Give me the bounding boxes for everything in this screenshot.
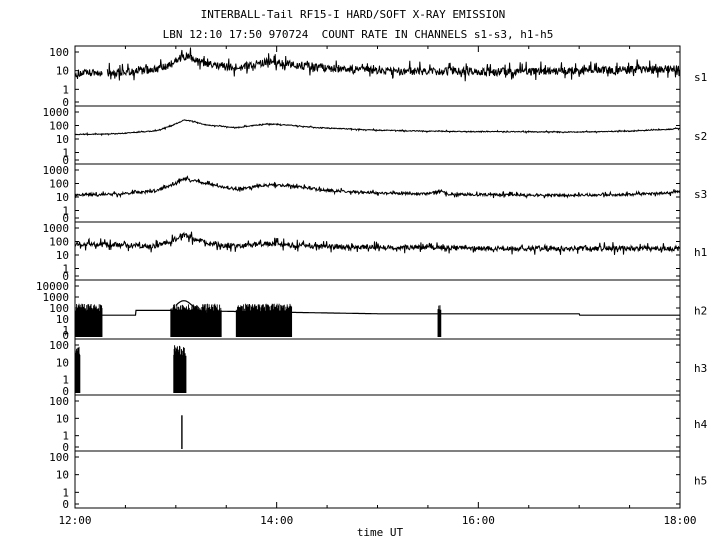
- panel-label-h3: h3: [694, 362, 707, 375]
- y-tick-label: 1: [62, 263, 69, 276]
- y-tick-label: 100: [49, 120, 69, 133]
- series-line-h2: [75, 309, 680, 316]
- y-tick-label: 10: [56, 65, 69, 78]
- panel-label-h5: h5: [694, 475, 707, 488]
- series-line-s3: [74, 175, 680, 200]
- y-tick-label: 10: [56, 133, 69, 146]
- y-tick-label: 0: [62, 96, 69, 109]
- y-tick-label: 10: [56, 191, 69, 204]
- panel-h3: 100 10 10 h3: [49, 338, 707, 398]
- y-tick-label: 1: [62, 486, 69, 499]
- y-tick-label: 10000: [36, 280, 69, 293]
- y-tick-label: 100: [49, 302, 69, 315]
- y-tick-label: 100: [49, 339, 69, 352]
- y-tick-label: 0: [62, 441, 69, 454]
- y-tick-label: 0: [62, 498, 69, 511]
- x-tick-label: 14:00: [260, 514, 293, 527]
- y-tick-label: 1: [62, 83, 69, 96]
- y-tick-label: 1000: [43, 291, 70, 304]
- y-tick-label: 0: [62, 385, 69, 398]
- y-tick-label: 1000: [43, 164, 70, 177]
- panel-label-s1: s1: [694, 71, 707, 84]
- series-line-h1: [74, 231, 681, 255]
- burst-marks: [437, 305, 442, 337]
- panel-s1: 100 10 10 s1: [49, 46, 707, 109]
- series-line-s1: [74, 47, 681, 82]
- y-tick-label: 10: [56, 313, 69, 326]
- x-tick-label: 16:00: [462, 514, 495, 527]
- y-tick-label: 100: [49, 451, 69, 464]
- y-tick-label: 1: [62, 205, 69, 218]
- burst-marks: [235, 303, 293, 337]
- y-tick-label: 100: [49, 46, 69, 59]
- panel-label-s2: s2: [694, 130, 707, 143]
- y-tick-label: 10: [56, 469, 69, 482]
- y-tick-label: 0: [62, 212, 69, 225]
- y-tick-label: 100: [49, 236, 69, 249]
- burst-marks: [74, 303, 103, 337]
- burst-marks: [74, 345, 187, 393]
- y-tick-label: 1: [62, 430, 69, 443]
- x-tick-label: 18:00: [663, 514, 696, 527]
- panel-label-h2: h2: [694, 305, 707, 318]
- plot-frame: [74, 45, 681, 509]
- y-tick-label: 10: [56, 356, 69, 369]
- peak-line: [175, 300, 202, 311]
- x-axis-label: time UT: [356, 526, 404, 539]
- burst-marks: [170, 303, 222, 337]
- panel-label-h4: h4: [694, 418, 708, 431]
- y-tick-label: 10: [56, 249, 69, 262]
- y-tick-label: 1: [62, 147, 69, 160]
- series-line-s2: [74, 119, 681, 137]
- y-tick-label: 1000: [43, 222, 70, 235]
- y-tick-label: 1: [62, 324, 69, 337]
- panel-label-s3: s3: [694, 188, 707, 201]
- x-tick-label: 12:00: [58, 514, 91, 527]
- chart-subtitle: LBN 12:10 17:50 970724 COUNT RATE IN CHA…: [162, 28, 554, 41]
- y-tick-label: 0: [62, 329, 69, 342]
- panel-h5: 100 10 10 h5: [49, 450, 707, 511]
- y-tick-label: 10: [56, 412, 69, 425]
- y-tick-label: 100: [49, 178, 69, 191]
- y-tick-label: 1000: [43, 106, 70, 119]
- y-tick-label: 100: [49, 395, 69, 408]
- y-tick-label: 0: [62, 154, 69, 167]
- panel-label-h1: h1: [694, 246, 707, 259]
- y-tick-label: 1: [62, 374, 69, 387]
- panel-h4: 100 10 10 h4: [49, 394, 708, 454]
- y-tick-label: 0: [62, 270, 69, 283]
- chart-title: INTERBALL-Tail RF15-I HARD/SOFT X-RAY EM…: [200, 8, 506, 21]
